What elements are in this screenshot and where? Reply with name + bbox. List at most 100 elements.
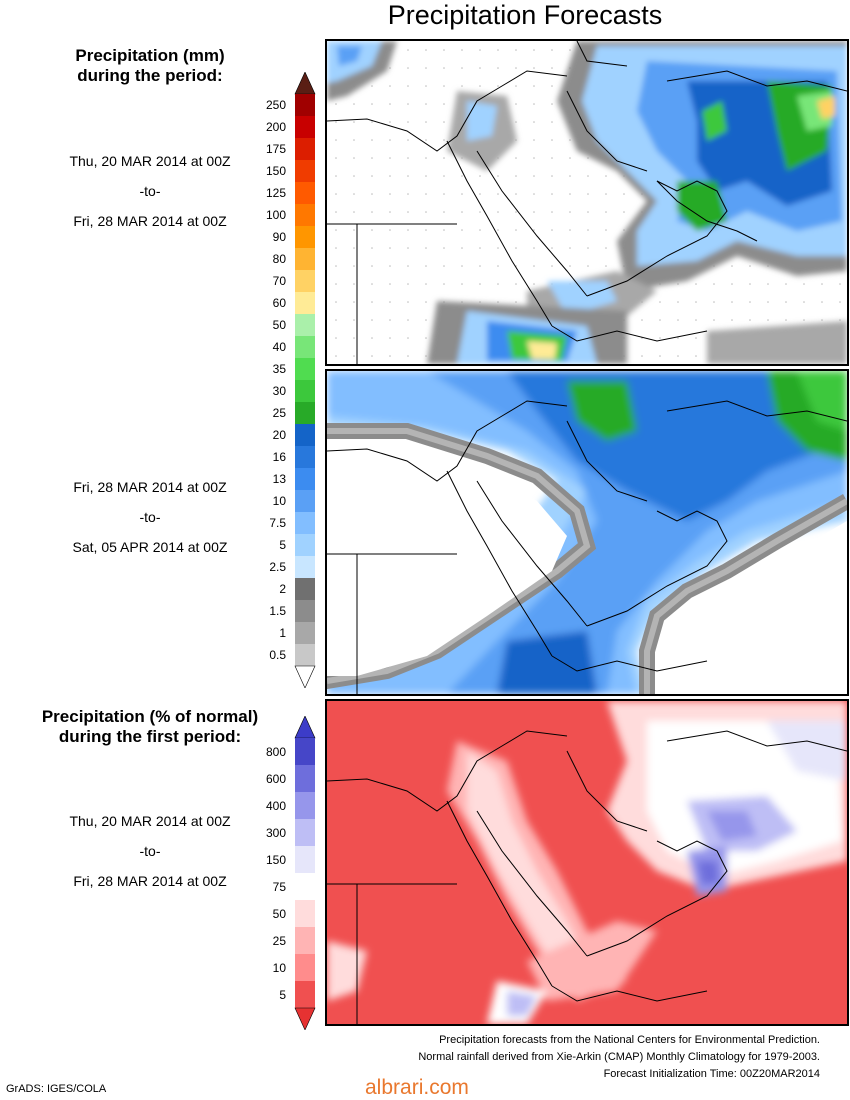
pct-colorbar-bottom-arrow [294,1007,316,1030]
pct-colorbar-swatch [295,981,315,1008]
mm-colorbar-label: 175 [265,142,286,156]
mm-colorbar-swatch [295,292,315,314]
map-panel-period-2 [325,369,849,696]
precip-map-2 [327,371,847,694]
mm-colorbar-label: 0.5 [269,648,286,662]
percent-normal-map [327,701,847,1024]
footer-line-1: Precipitation forecasts from the Nationa… [439,1034,820,1046]
coastlines-2 [327,400,847,694]
mm-colorbar-label: 25 [272,406,286,420]
pct-colorbar-swatch [295,792,315,819]
pct-colorbar-svg [294,716,316,1030]
mm-colorbar-label: 80 [272,252,286,266]
mm-colorbar-label: 2.5 [269,560,286,574]
mm-colorbar-swatch [295,94,315,116]
legend-mm-title-line1: Precipitation (mm) [75,46,225,65]
pct-colorbar-swatch [295,954,315,981]
pct-colorbar-label: 25 [272,933,286,948]
mm-colorbar-label: 1.5 [269,604,286,618]
mm-colorbar-swatch [295,358,315,380]
mm-colorbar-swatch [295,490,315,512]
mm-colorbar-swatch [295,556,315,578]
mm-colorbar-swatch [295,138,315,160]
mm-colorbar-label: 16 [272,450,286,464]
colorbar-mm: 250 200 175 150 125 100 90 80 70 60 50 40 35 30 25 20 16… [250,72,320,688]
map-panel-period-1 [325,39,849,366]
mm-colorbar-swatch [295,402,315,424]
mm-colorbar-swatch [295,644,315,666]
mm-colorbar-label: 90 [272,230,286,244]
pct-colorbar-label: 300 [265,825,286,840]
mm-colorbar-swatch [295,160,315,182]
mm-colorbar-swatch [295,446,315,468]
mm-colorbar-top-arrow [294,72,316,95]
mm-colorbar-swatch [295,182,315,204]
pct-colorbar-label: 50 [272,906,286,921]
legend-mm-title-line2: during the period: [77,66,223,85]
pct-colorbar-swatch [295,927,315,954]
page-title: Precipitation Forecasts [387,0,663,30]
period-1-end: Fri, 28 MAR 2014 at 00Z [73,213,227,229]
precip-map-1 [327,41,847,364]
period-3-end: Fri, 28 MAR 2014 at 00Z [73,873,227,889]
mm-colorbar-label: 5 [279,538,286,552]
map-panel-percent-normal [325,699,849,1026]
pct-colorbar-swatch [295,900,315,927]
pct-colorbar-swatch [295,846,315,873]
footer-notes: Precipitation forecasts from the Nationa… [418,1032,820,1083]
pct-colorbar-swatch [295,765,315,792]
mm-colorbar-label: 20 [272,428,286,442]
legend-pct-title-line1: Precipitation (% of normal) [41,707,259,726]
footer-line-3: Forecast Initialization Time: 00Z20MAR20… [603,1068,820,1080]
legend-pct-title: Precipitation (% of normal) during the f… [20,707,280,747]
pct-colorbar-swatch [295,738,315,765]
mm-colorbar-label: 150 [265,164,286,178]
mm-colorbar-label: 70 [272,274,286,288]
legend-pct-title-line2: during the first period: [58,727,242,746]
mm-colorbar-swatch [295,534,315,556]
footer-line-2: Normal rainfall derived from Xie-Arkin (… [418,1051,820,1063]
mm-colorbar-swatch [295,424,315,446]
mm-colorbar-swatch [295,204,315,226]
period-3-sep: -to- [139,843,161,859]
precip-field-1 [327,41,847,364]
mm-colorbar-label: 10 [272,494,286,508]
mm-colorbar-label: 125 [265,186,286,200]
pct-colorbar-swatch [295,873,315,900]
mm-colorbar-label: 7.5 [269,516,286,530]
period-2-start: Fri, 28 MAR 2014 at 00Z [73,479,227,495]
mm-colorbar-swatch [295,336,315,358]
pct-colorbar-swatch [295,819,315,846]
mm-colorbar-swatch [295,622,315,644]
mm-colorbar-swatch [295,468,315,490]
mm-colorbar-label: 1 [279,626,286,640]
mm-colorbar-swatch [295,512,315,534]
mm-colorbar-swatch [295,380,315,402]
mm-colorbar-swatch [295,600,315,622]
colorbar-pct: 800 600 400 300 150 75 50 25 10 5 [250,716,320,1030]
mm-colorbar-label: 35 [272,362,286,376]
mm-colorbar-label: 100 [265,208,286,222]
mm-colorbar-label: 2 [279,582,286,596]
period-1-start: Thu, 20 MAR 2014 at 00Z [69,153,231,169]
pct-colorbar-label: 600 [265,771,286,786]
percent-field [327,701,847,1024]
mm-colorbar-swatch [295,578,315,600]
mm-colorbar-label: 60 [272,296,286,310]
mm-colorbar-swatch [295,226,315,248]
mm-colorbar-label: 13 [272,472,286,486]
grads-credit: GrADS: IGES/COLA [6,1083,107,1095]
pct-colorbar-label: 75 [272,879,286,894]
period-2-label: Fri, 28 MAR 2014 at 00Z -to- Sat, 05 APR… [20,478,280,568]
period-2-sep: -to- [139,509,161,525]
coastlines-1 [327,41,847,364]
mm-colorbar-bottom-arrow [294,665,316,688]
pct-colorbar-label: 400 [265,798,286,813]
period-3-start: Thu, 20 MAR 2014 at 00Z [69,813,231,829]
pct-colorbar-label: 5 [279,987,286,1002]
mm-colorbar-label: 40 [272,340,286,354]
mm-colorbar-swatch [295,270,315,292]
mm-colorbar-swatch [295,248,315,270]
watermark: albrari.com [365,1076,469,1099]
pct-colorbar-label: 800 [265,744,286,759]
